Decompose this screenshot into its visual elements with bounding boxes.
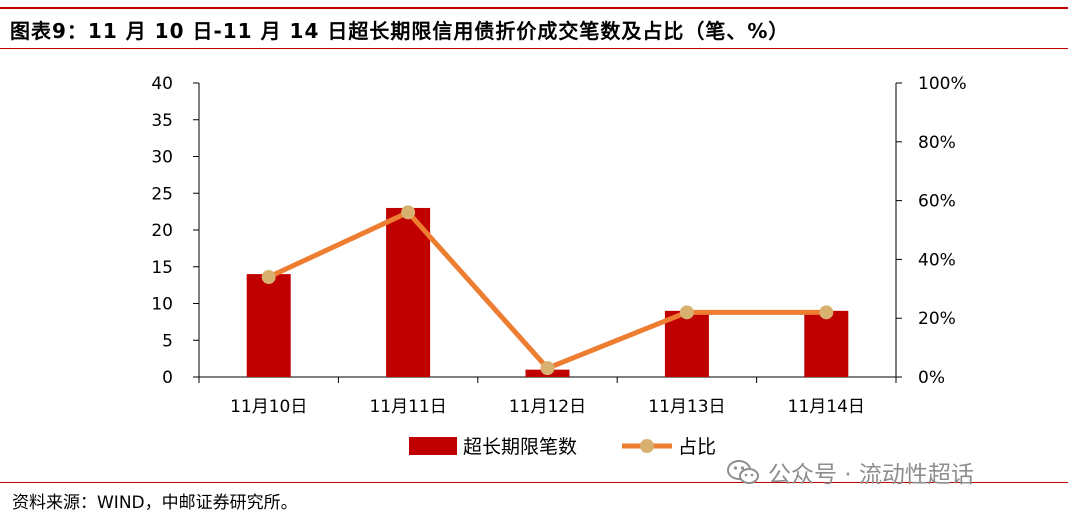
right-tick-label: 20% <box>918 309 956 329</box>
figure-title: 图表9：11 月 10 日-11 月 14 日超长期限信用债折价成交笔数及占比（… <box>10 19 790 43</box>
source-note: 资料来源：WIND，中邮证券研究所。 <box>12 493 298 513</box>
right-tick-label: 100% <box>918 74 967 94</box>
bottom-rule <box>0 482 1068 483</box>
bar <box>386 207 431 377</box>
right-tick-label: 80% <box>918 133 956 153</box>
bar <box>246 274 291 377</box>
legend-swatch-bars <box>409 437 457 455</box>
x-tick-label: 11月12日 <box>509 397 586 417</box>
share-point <box>540 361 555 376</box>
legend-swatch-marker <box>640 439 654 453</box>
left-tick-label: 15 <box>151 258 173 278</box>
left-tick-label: 25 <box>151 184 173 204</box>
watermark-text: 公众号 · 流动性超话 <box>768 462 974 488</box>
share-point <box>261 270 276 285</box>
bar <box>804 310 849 377</box>
share-point <box>819 305 834 320</box>
share-line <box>267 209 827 371</box>
title-rule <box>0 48 1068 49</box>
legend-label-bars: 超长期限笔数 <box>463 436 577 458</box>
x-tick-label: 11月10日 <box>230 397 307 417</box>
x-tick-label: 11月13日 <box>648 397 725 417</box>
left-tick-label: 10 <box>151 295 173 315</box>
left-tick-label: 20 <box>151 221 173 241</box>
wechat-icon <box>727 460 759 484</box>
left-tick-label: 35 <box>151 111 173 131</box>
top-rule <box>0 7 1068 9</box>
watermark: 公众号 · 流动性超话 <box>726 455 974 489</box>
share-point <box>401 205 416 220</box>
right-tick-label: 40% <box>918 250 956 270</box>
x-tick-label: 11月11日 <box>369 397 446 417</box>
left-tick-label: 30 <box>151 148 173 168</box>
legend-label-share: 占比 <box>678 436 716 458</box>
right-tick-label: 0% <box>918 368 945 388</box>
left-tick-label: 0 <box>162 368 173 388</box>
left-tick-label: 40 <box>151 74 173 94</box>
left-tick-label: 5 <box>162 331 173 351</box>
bar <box>664 310 709 377</box>
x-tick-label: 11月14日 <box>788 397 865 417</box>
share-point <box>679 305 694 320</box>
right-tick-label: 60% <box>918 192 956 212</box>
